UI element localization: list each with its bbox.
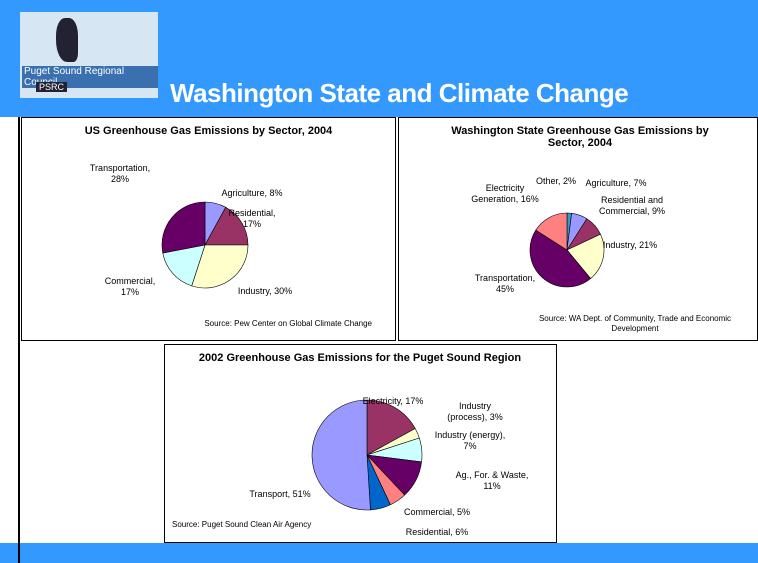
slice-label: Electricity Generation, 16% [471,183,539,204]
slice-label: Industry (energy), 7% [434,430,506,451]
slice-label: Electricity, 17% [362,396,424,406]
slice-label: Ag., For. & Waste, 11% [455,470,529,491]
pie-slice [535,212,568,251]
source-note: Source: Pew Center on Global Climate Cha… [204,319,372,328]
pie-slice [191,244,249,289]
left-rule [18,117,20,563]
pie-slice [162,244,206,287]
logo-short: PSRC [36,82,68,92]
pie-slice [161,201,206,254]
pie-slice [311,399,371,511]
pie-slice [529,229,592,288]
pie-slice [366,399,416,456]
logo: Puget Sound Regional Council PSRC [20,12,158,98]
slide-title: Washington State and Climate Change [170,78,629,108]
slice-label: Commercial, 5% [403,507,471,517]
slice-label: Industry (process), 3% [447,401,503,422]
slice-label: Industry, 21% [602,240,658,250]
slice-label: Residential, 6% [405,527,469,537]
slice-label: Commercial, 17% [104,276,156,297]
slice-label: Residential and Commercial, 9% [598,195,666,216]
pie-slice [566,233,605,279]
slice-label: Agriculture, 8% [221,188,283,198]
slice-label: Other, 2% [535,176,577,186]
source-note: Source: WA Dept. of Community, Trade and… [538,314,732,333]
slice-label: Residential, 17% [228,208,276,229]
logo-icon [56,18,78,62]
slice-label: Industry, 30% [237,286,293,296]
chart-title: 2002 Greenhouse Gas Emissions for the Pu… [198,352,522,364]
slice-label: Transportation, 28% [89,163,151,184]
source-note: Source: Puget Sound Clean Air Agency [172,520,312,529]
pie-slice [204,206,249,246]
chart-title: Washington State Greenhouse Gas Emission… [451,125,709,149]
slice-label: Transport, 51% [249,489,311,499]
slice-label: Agriculture, 7% [585,178,647,188]
footer-band [0,543,758,563]
slice-label: Transportation, 45% [474,273,536,294]
chart-title: US Greenhouse Gas Emissions by Sector, 2… [84,125,333,137]
